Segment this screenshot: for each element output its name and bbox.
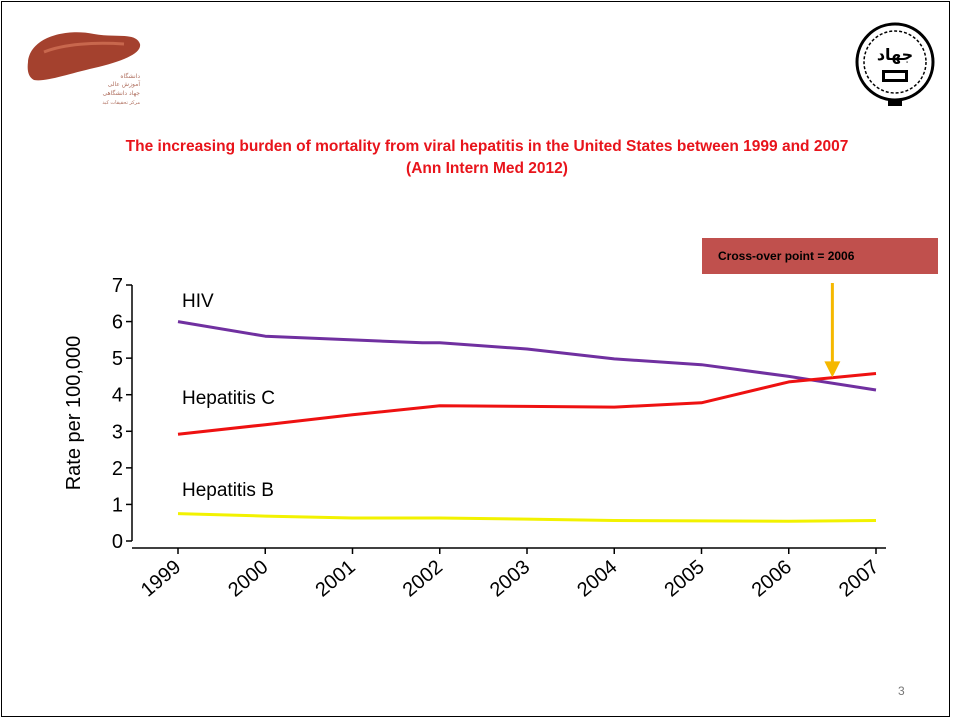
x-tick-label-2003: 2003	[486, 556, 534, 601]
title-line-2: (Ann Intern Med 2012)	[406, 160, 568, 177]
crossover-arrow-head	[824, 361, 841, 378]
page-number: 3	[898, 684, 905, 698]
x-tick-label-2005: 2005	[660, 556, 708, 601]
x-tick-label-2002: 2002	[399, 556, 447, 601]
series-line-hiv	[177, 320, 877, 392]
y-tick-label-7: 7	[112, 275, 123, 297]
y-tick-label-4: 4	[112, 385, 123, 407]
y-tick-label-3: 3	[112, 421, 123, 443]
y-tick-label-5: 5	[112, 348, 123, 370]
series-line-hepatitis-c	[177, 372, 877, 436]
title-line-1: The increasing burden of mortality from …	[125, 138, 849, 155]
series-label-hepatitis-b: Hepatitis B	[182, 480, 274, 501]
emblem-logo: جهاد	[855, 22, 935, 106]
x-tick-label-2004: 2004	[573, 556, 621, 601]
y-axis-label: Rate per 100,000	[63, 336, 85, 491]
logo-text-line-3: جهاد دانشگاهی	[102, 89, 140, 97]
y-tick-label-0: 0	[112, 531, 123, 553]
logo-text-line-1: دانشگاه	[120, 72, 140, 80]
crossover-callout: Cross-over point = 2006	[702, 238, 938, 274]
logo-text-line-4: مرکز تحقیقات کبد	[102, 100, 140, 106]
liver-logo: دانشگاه آموزش عالی جهاد دانشگاهی مرکز تح…	[27, 32, 141, 106]
series-label-hiv: HIV	[182, 291, 214, 312]
series-label-hepatitis-c: Hepatitis C	[182, 388, 275, 409]
x-tick-label-2000: 2000	[224, 556, 272, 601]
y-tick-label-1: 1	[112, 494, 123, 516]
y-tick-label-6: 6	[112, 312, 123, 334]
y-tick-label-2: 2	[112, 458, 123, 480]
slide-title: The increasing burden of mortality from …	[32, 136, 942, 180]
x-tick-label-2007: 2007	[835, 556, 883, 601]
logo-text-line-2: آموزش عالی	[108, 79, 141, 88]
emblem-text: جهاد	[877, 45, 913, 64]
x-tick-label-2001: 2001	[311, 556, 359, 601]
series-line-hepatitis-b	[177, 512, 877, 523]
x-tick-label-1999: 1999	[137, 556, 185, 601]
x-tick-label-2006: 2006	[748, 556, 796, 601]
